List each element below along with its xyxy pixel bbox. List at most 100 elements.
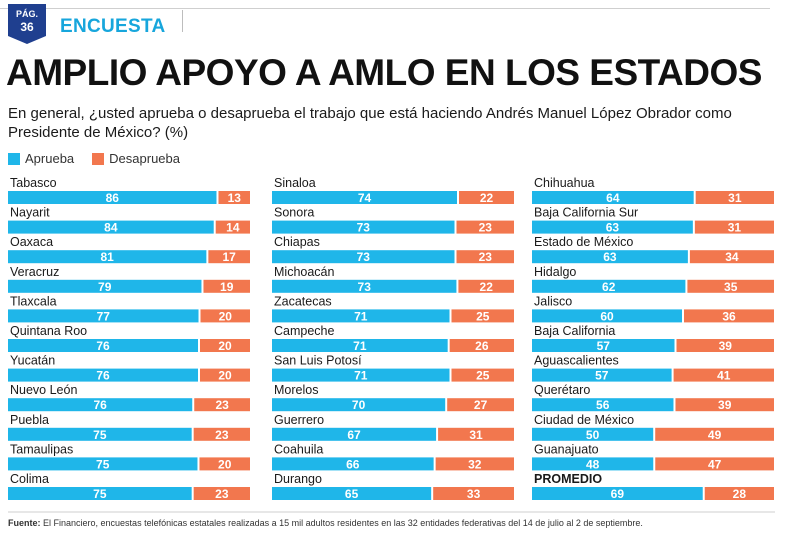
bar-desaprueba-chiapas [456,250,514,264]
bar-aprueba-sinaloa [272,191,457,204]
top-rule [0,8,770,9]
value-desaprueba-tabasco: 13 [228,191,242,205]
bar-desaprueba-sonora [456,220,514,234]
value-desaprueba-campeche: 26 [475,339,489,353]
bar-desaprueba-promedio [704,487,774,500]
bar-desaprueba-colima [193,487,250,500]
bar-desaprueba-zacatecas [451,309,514,323]
value-desaprueba-sinaloa: 22 [480,191,494,205]
value-aprueba-nuevo-leon: 76 [93,398,107,412]
legend-item-desaprueba: Desaprueba [92,151,180,166]
value-aprueba-nayarit: 84 [104,221,118,235]
bar-aprueba-nuevo-leon [8,398,193,412]
state-label-nuevo-leon: Nuevo León [10,383,77,397]
bar-desaprueba-jalisco [684,309,774,323]
value-aprueba-chihuahua: 64 [606,191,620,205]
value-aprueba-hidalgo: 62 [602,280,616,294]
state-label-veracruz: Veracruz [10,265,59,279]
bar-aprueba-san-luis-potosi [272,368,450,382]
value-desaprueba-guanajuato: 47 [708,457,722,471]
state-label-jalisco: Jalisco [534,294,572,308]
bar-aprueba-queretaro [532,398,674,412]
value-desaprueba-coahuila: 32 [468,457,482,471]
state-label-puebla: Puebla [10,413,49,427]
value-aprueba-coahuila: 66 [346,457,360,471]
state-label-guanajuato: Guanajuato [534,442,599,456]
state-label-promedio: PROMEDIO [534,472,602,486]
bar-aprueba-michoacan [272,279,457,293]
value-desaprueba-durango: 33 [467,487,481,501]
bar-desaprueba-oaxaca [208,250,250,264]
value-desaprueba-puebla: 23 [215,428,229,442]
value-aprueba-sinaloa: 74 [358,191,372,205]
bar-aprueba-guanajuato [532,457,654,471]
state-label-sonora: Sonora [274,206,314,220]
value-aprueba-michoacan: 73 [358,280,372,294]
state-label-yucatan: Yucatán [10,354,55,368]
bar-aprueba-aguascalientes [532,368,672,382]
value-desaprueba-chiapas: 23 [479,250,493,264]
bar-aprueba-estado-de-mexico [532,250,688,264]
value-desaprueba-zacatecas: 25 [476,309,490,323]
value-desaprueba-tamaulipas: 20 [218,457,232,471]
value-desaprueba-promedio: 28 [733,487,747,501]
bar-desaprueba-tamaulipas [199,457,250,471]
bar-desaprueba-veracruz [203,279,250,293]
bar-aprueba-oaxaca [8,250,207,264]
bar-aprueba-sonora [272,220,455,234]
value-desaprueba-michoacan: 22 [480,280,494,294]
state-label-zacatecas: Zacatecas [274,294,332,308]
bar-aprueba-veracruz [8,279,202,293]
state-label-aguascalientes: Aguascalientes [534,354,619,368]
bar-aprueba-colima [8,487,192,500]
bar-desaprueba-aguascalientes [673,368,774,382]
value-aprueba-guanajuato: 48 [586,457,600,471]
value-aprueba-chiapas: 73 [357,250,371,264]
legend-label-aprueba: Aprueba [25,151,75,166]
bar-desaprueba-campeche [449,339,514,352]
value-desaprueba-morelos: 27 [474,398,488,412]
bar-desaprueba-baja-california [676,339,774,352]
value-desaprueba-baja-california: 39 [719,339,733,353]
value-desaprueba-jalisco: 36 [722,309,736,323]
bar-desaprueba-queretaro [675,398,774,412]
value-aprueba-durango: 65 [345,487,359,501]
state-label-baja-california-sur: Baja California Sur [534,206,638,220]
value-aprueba-jalisco: 60 [600,309,614,323]
value-aprueba-sonora: 73 [357,221,371,235]
bar-aprueba-promedio [532,487,703,500]
value-desaprueba-quintana-roo: 20 [218,339,232,353]
value-aprueba-campeche: 71 [353,339,367,353]
bar-desaprueba-estado-de-mexico [689,250,774,264]
value-aprueba-veracruz: 79 [98,280,112,294]
bar-desaprueba-nayarit [215,220,250,234]
state-label-san-luis-potosi: San Luis Potosí [274,354,362,368]
state-label-guerrero: Guerrero [274,413,324,427]
bar-aprueba-tabasco [8,191,217,204]
state-label-durango: Durango [274,472,322,486]
state-label-morelos: Morelos [274,383,318,397]
bar-desaprueba-baja-california-sur [694,220,774,234]
value-desaprueba-chihuahua: 31 [728,191,742,205]
state-label-nayarit: Nayarit [10,206,50,220]
bar-aprueba-durango [272,487,432,500]
bar-aprueba-tlaxcala [8,309,199,323]
value-aprueba-yucatan: 76 [96,369,110,383]
value-aprueba-quintana-roo: 76 [96,339,110,353]
value-aprueba-guerrero: 67 [347,428,361,442]
bar-aprueba-jalisco [532,309,682,323]
legend-label-desaprueba: Desaprueba [109,151,180,166]
value-desaprueba-baja-california-sur: 31 [728,221,742,235]
state-label-tabasco: Tabasco [10,176,57,190]
value-aprueba-queretaro: 56 [596,398,610,412]
section-label: ENCUESTA [60,16,166,37]
bar-desaprueba-quintana-roo [200,339,250,352]
value-aprueba-zacatecas: 71 [354,309,368,323]
value-desaprueba-guerrero: 31 [469,428,483,442]
page-badge: PÁG. 36 [8,4,46,44]
bar-aprueba-chihuahua [532,191,694,204]
bar-desaprueba-ciudad-de-mexico [655,427,774,441]
value-desaprueba-queretaro: 39 [718,398,732,412]
state-label-baja-california: Baja California [534,324,615,338]
